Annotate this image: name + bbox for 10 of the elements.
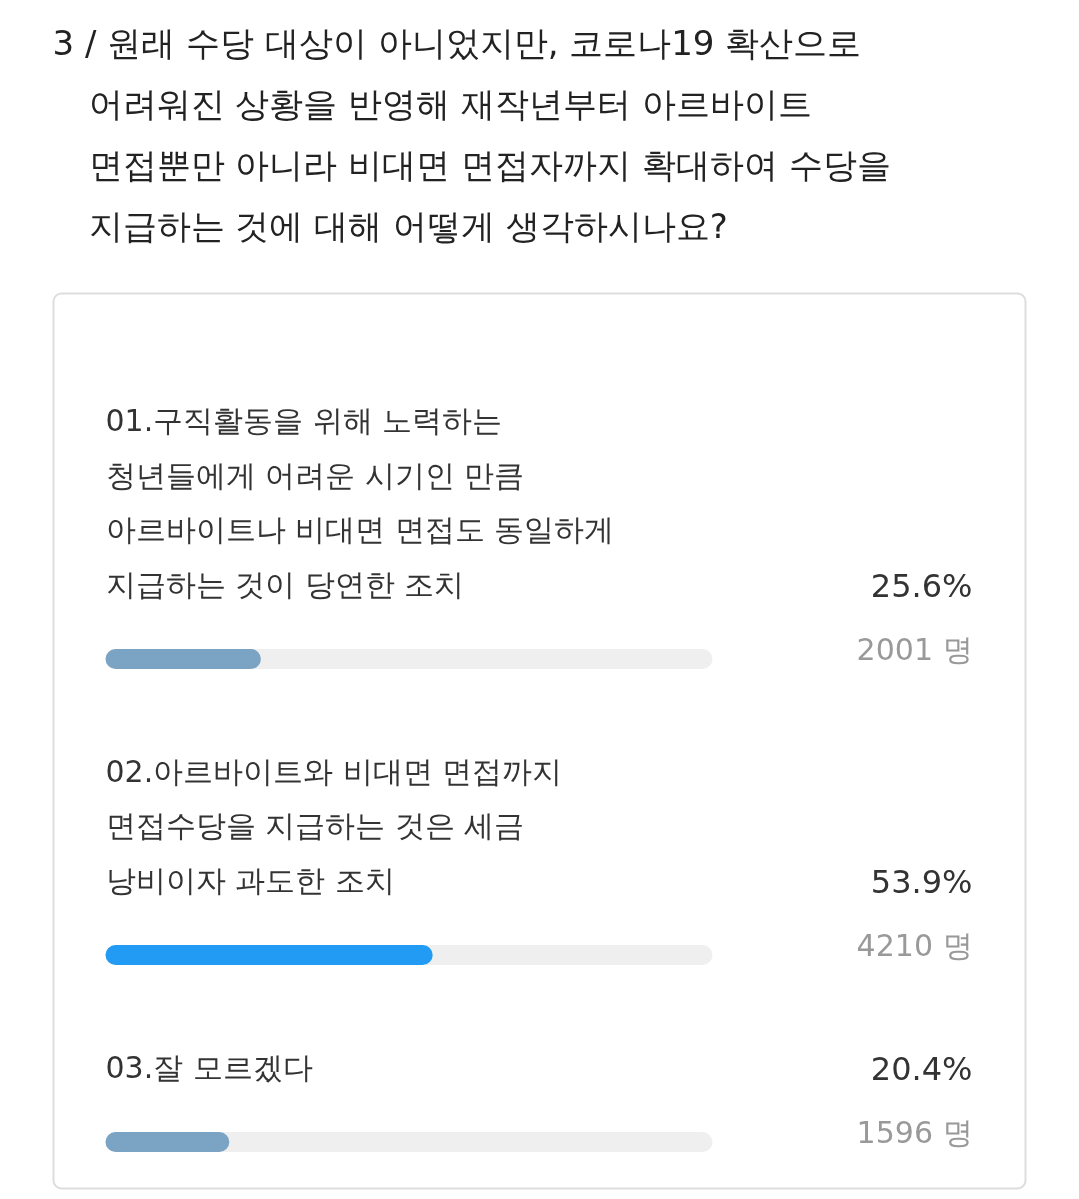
data-label: 25.6% xyxy=(870,567,973,605)
chart-title: 3 / 원래 수당 대상이 아니었지만, 코로나19 확산으로 어려워진 상황을 반영해 재작년부터 아르바이트 면접뿐만 아니라 비대면 면접자까지 확대하여 수당을 지급하는 것에 대해 어떻게 생각하시나요? xyxy=(52,22,891,246)
y-tick-label: 03.잘 모르겠다 xyxy=(105,1049,313,1085)
text: 4210 명 xyxy=(856,927,973,963)
y-tick-label: 01.구직활동을 위해 노력하는 청년들에게 어려운 시기인 만큼 아르바이트나 비대면 면접도 동일하게 지급하는 것이 당연한 조치 xyxy=(105,403,615,602)
text: 2001 명 xyxy=(856,631,973,667)
data-label: 53.9% xyxy=(870,863,973,901)
data-label: 20.4% xyxy=(870,1050,973,1088)
y-tick-label: 02.아르바이트와 비대면 면접까지 면접수당을 지급하는 것은 세금 낭비이자 과도한 조치 xyxy=(105,753,563,898)
text: 1596 명 xyxy=(856,1114,973,1150)
